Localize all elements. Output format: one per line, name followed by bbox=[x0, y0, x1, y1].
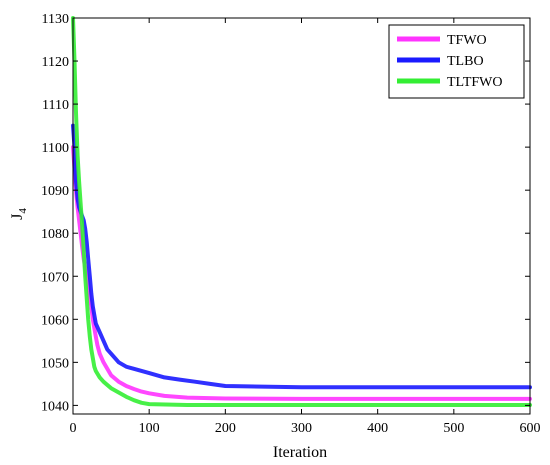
legend: TFWO TLBO TLTFWO bbox=[388, 24, 525, 99]
y-axis-label-subscript: 4 bbox=[17, 208, 29, 214]
x-axis-label: Iteration bbox=[273, 444, 327, 461]
y-tick-label: 1080 bbox=[41, 227, 69, 242]
y-tick-label: 1060 bbox=[41, 313, 69, 328]
x-tick-label: 400 bbox=[367, 421, 388, 436]
legend-label-tfwo: TFWO bbox=[447, 33, 487, 48]
y-tick-label: 1090 bbox=[41, 184, 69, 199]
y-tick-label: 1110 bbox=[42, 98, 69, 113]
legend-label-tltfwo: TLTFWO bbox=[447, 75, 502, 90]
y-axis-label-main: J bbox=[9, 214, 26, 220]
x-tick-label: 0 bbox=[70, 421, 77, 436]
x-tick-label: 600 bbox=[520, 421, 541, 436]
y-axis: 1040 1050 1060 1070 1080 1090 1100 1110 1120 1130 bbox=[41, 12, 530, 414]
x-tick-label: 500 bbox=[443, 421, 464, 436]
y-axis-label: J4 bbox=[9, 208, 29, 220]
series-layer bbox=[71, 16, 532, 407]
series-line-tltfwo bbox=[71, 16, 532, 407]
x-tick-label: 200 bbox=[215, 421, 236, 436]
y-tick-label: 1120 bbox=[42, 55, 69, 70]
y-tick-label: 1040 bbox=[41, 399, 69, 414]
y-tick-label: 1130 bbox=[42, 12, 69, 27]
x-axis: 0 100 200 300 400 500 600 bbox=[70, 18, 541, 436]
y-tick-label: 1100 bbox=[42, 141, 69, 156]
x-tick-label: 300 bbox=[291, 421, 312, 436]
y-tick-label: 1050 bbox=[41, 356, 69, 371]
x-tick-label: 100 bbox=[139, 421, 160, 436]
y-tick-label: 1070 bbox=[41, 270, 69, 285]
legend-label-tlbo: TLBO bbox=[447, 54, 484, 69]
